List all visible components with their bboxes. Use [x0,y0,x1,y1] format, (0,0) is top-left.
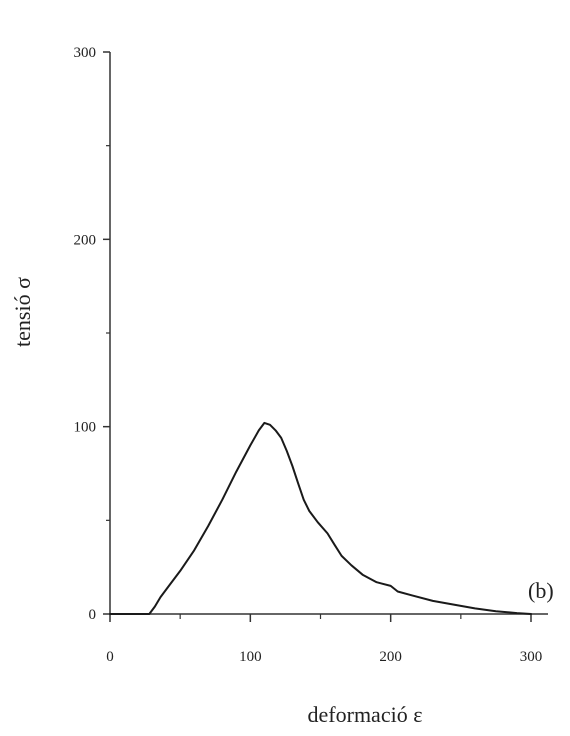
series-line-0 [109,421,532,615]
y-tick-label-100: 100 [74,420,97,436]
axes [109,52,548,615]
x-tick-label-100: 100 [239,649,262,665]
y-tick-label-200: 200 [74,232,97,248]
y-tick-label-300: 300 [74,45,97,61]
tick-marks [103,51,532,622]
y-tick-label-0: 0 [89,607,97,623]
tick-labels: 0 100 200 300 0 100 200 300 [74,45,543,665]
x-axis-title: deformació ε [308,702,423,727]
panel-label: (b) [528,578,554,603]
x-tick-label-200: 200 [379,649,402,665]
x-tick-label-0: 0 [106,649,114,665]
series [109,421,532,615]
x-tick-label-300: 300 [520,649,543,665]
y-axis-title: tensió σ [10,277,35,347]
